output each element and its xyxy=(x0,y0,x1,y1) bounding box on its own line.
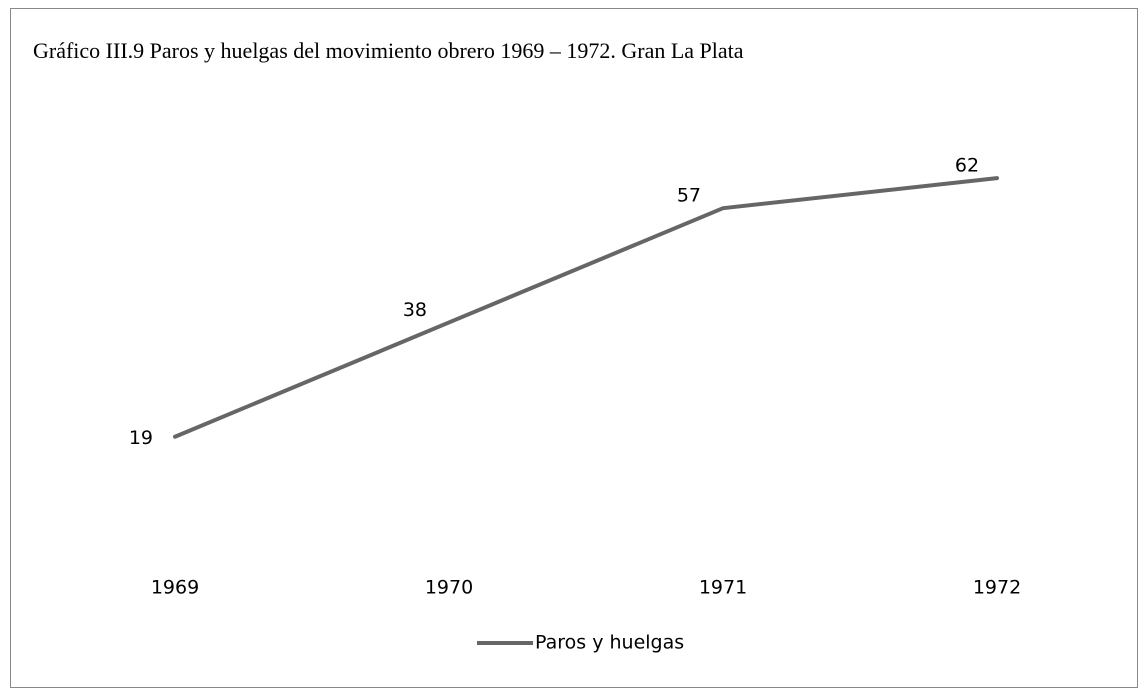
legend-label: Paros y huelgas xyxy=(535,632,684,654)
data-label: 62 xyxy=(955,155,979,177)
x-tick-label: 1972 xyxy=(973,577,1021,599)
x-tick-label: 1970 xyxy=(425,577,473,599)
x-tick-label: 1971 xyxy=(699,577,747,599)
chart-title: Gráfico III.9 Paros y huelgas del movimi… xyxy=(33,38,744,63)
data-label: 19 xyxy=(129,427,153,449)
series-line xyxy=(173,176,999,439)
data-label: 57 xyxy=(677,185,701,207)
data-label: 38 xyxy=(403,299,427,321)
x-tick-label: 1969 xyxy=(151,577,199,599)
